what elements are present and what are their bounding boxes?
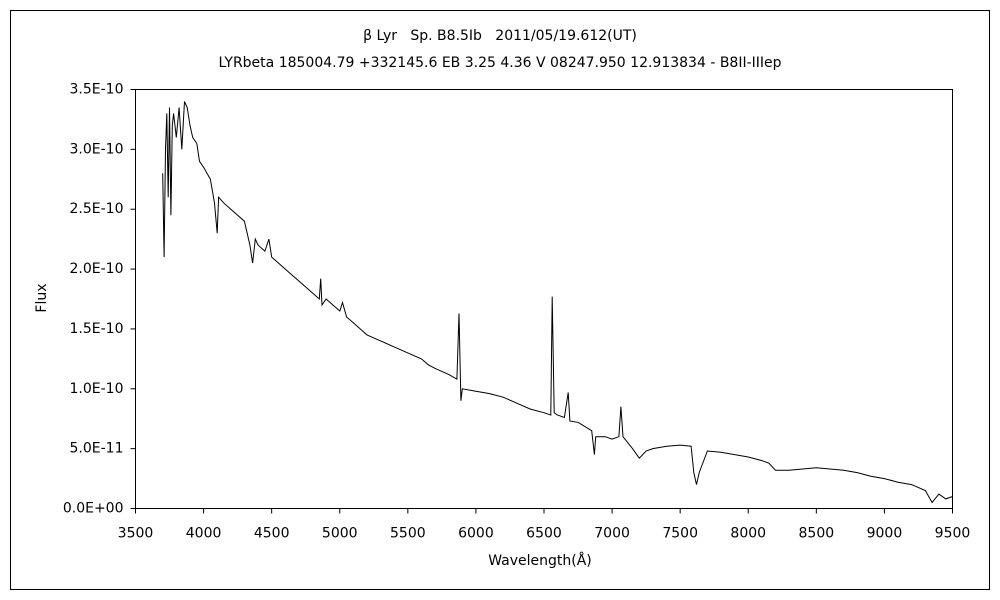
x-tick-label: 4500	[254, 526, 290, 542]
x-tick-label: 9500	[935, 526, 971, 542]
x-tick-label: 8000	[730, 526, 766, 542]
x-tick-label: 7500	[662, 526, 698, 542]
y-tick-label: 3.5E-10	[70, 82, 124, 98]
y-tick-label: 0.0E+00	[63, 501, 124, 517]
x-tick-label: 6500	[526, 526, 562, 542]
y-axis-label: Flux	[34, 283, 50, 312]
x-tick-label: 4000	[186, 526, 222, 542]
x-tick-label: 8500	[799, 526, 835, 542]
x-axis-label: Wavelength(Å)	[488, 552, 592, 569]
y-tick-label: 5.0E-11	[70, 441, 124, 457]
x-tick-label: 5500	[390, 526, 426, 542]
x-tick-label: 6000	[458, 526, 494, 542]
chart-title: β Lyr Sp. B8.5Ib 2011/05/19.612(UT)	[363, 28, 637, 44]
chart-subtitle: LYRbeta 185004.79 +332145.6 EB 3.25 4.36…	[218, 55, 781, 71]
x-tick-label: 9000	[867, 526, 903, 542]
y-tick-label: 2.5E-10	[70, 201, 124, 217]
chart-frame	[10, 10, 990, 590]
y-tick-label: 2.0E-10	[70, 261, 124, 277]
x-tick-label: 3500	[118, 526, 154, 542]
x-tick-label: 5000	[322, 526, 358, 542]
y-tick-label: 1.5E-10	[70, 321, 124, 337]
x-tick-label: 7000	[594, 526, 630, 542]
y-tick-label: 1.0E-10	[70, 381, 124, 397]
y-tick-label: 3.0E-10	[70, 141, 124, 157]
spectrum-line	[162, 101, 953, 504]
